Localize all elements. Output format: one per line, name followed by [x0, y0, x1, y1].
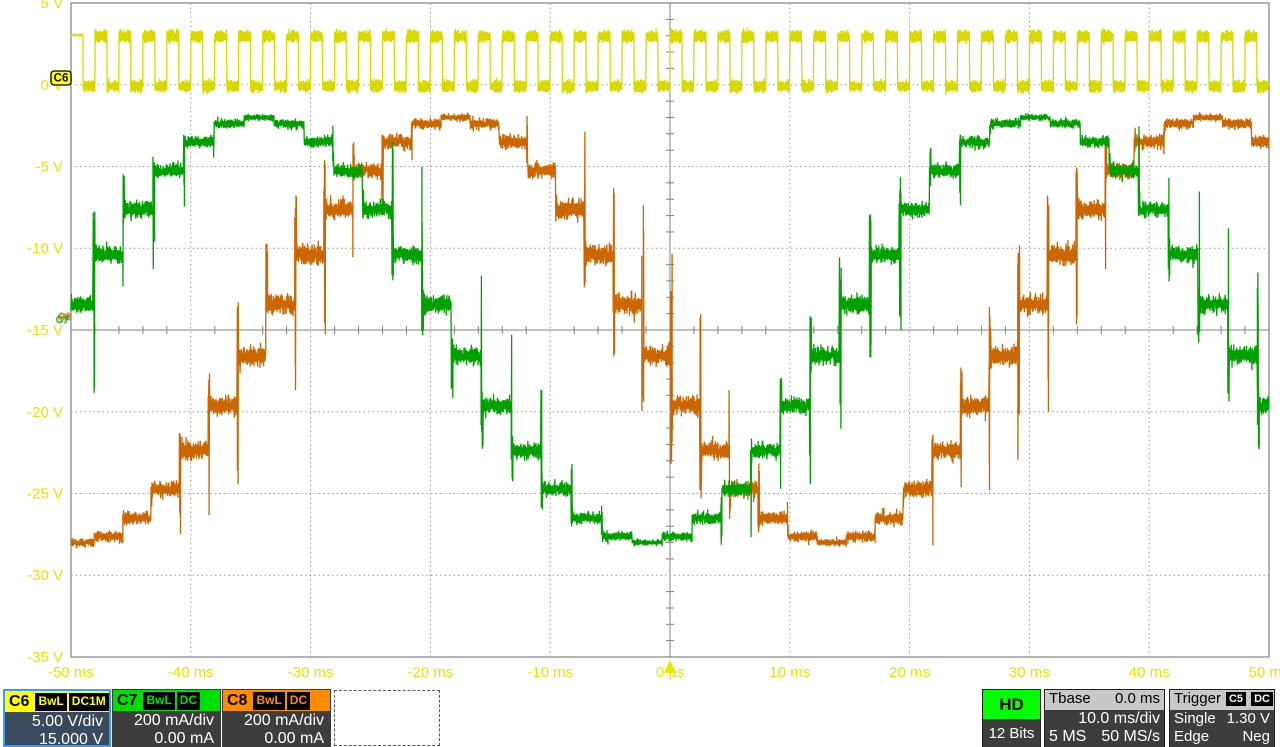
svg-text:-20 V: -20 V	[27, 404, 63, 421]
svg-text:-30 V: -30 V	[27, 567, 63, 584]
svg-text:5 V: 5 V	[40, 0, 63, 12]
svg-text:C6: C6	[54, 73, 69, 85]
svg-text:-50 ms: -50 ms	[48, 664, 94, 681]
svg-text:-40 ms: -40 ms	[168, 664, 214, 681]
svg-text:-10 ms: -10 ms	[527, 664, 573, 681]
svg-text:-30 ms: -30 ms	[288, 664, 334, 681]
svg-text:50 ms: 50 ms	[1249, 664, 1280, 681]
svg-text:-20 ms: -20 ms	[407, 664, 453, 681]
svg-text:-25 V: -25 V	[27, 486, 63, 503]
svg-text:20 ms: 20 ms	[889, 664, 930, 681]
svg-text:40 ms: 40 ms	[1129, 664, 1170, 681]
svg-text:C7: C7	[56, 315, 69, 326]
svg-text:10 ms: 10 ms	[769, 664, 810, 681]
svg-text:-10 V: -10 V	[27, 240, 63, 257]
svg-text:30 ms: 30 ms	[1009, 664, 1050, 681]
svg-text:-5 V: -5 V	[35, 159, 63, 176]
